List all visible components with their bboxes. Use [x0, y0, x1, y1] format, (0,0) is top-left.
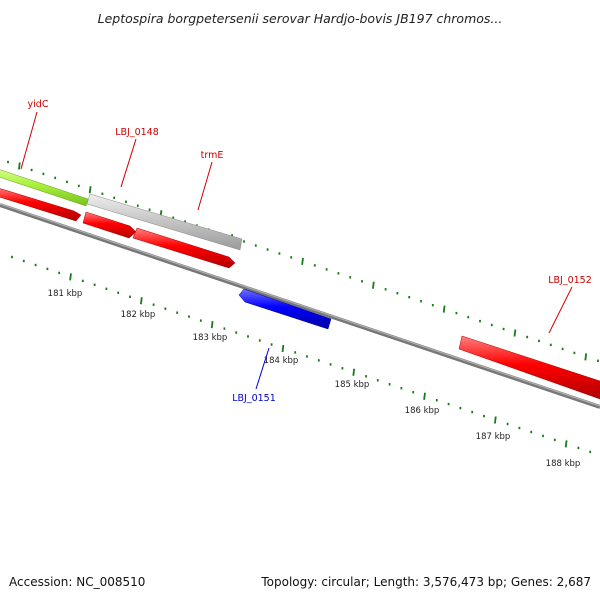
tick-label: 188 kbp [546, 459, 581, 469]
gene-trmE[interactable] [132, 227, 236, 269]
major-tick [210, 320, 214, 329]
outer-tick-ring [7, 160, 599, 362]
tick-label: 182 kbp [121, 310, 156, 320]
gene-labels: yidC LBJ_0148 trmE LBJ_0152 LBJ_0151 [28, 99, 592, 404]
inner-tick-ring [11, 255, 592, 454]
gene-label-LBJ_0148[interactable]: LBJ_0148 [115, 127, 159, 138]
tick-label: 183 kbp [193, 333, 228, 343]
major-tick [88, 186, 92, 194]
gene-label-LBJ_0152[interactable]: LBJ_0152 [548, 275, 592, 286]
tick-labels: 181 kbp 182 kbp 183 kbp 184 kbp 185 kbp … [48, 289, 581, 469]
gene-yidC[interactable] [0, 168, 89, 207]
major-tick [564, 440, 568, 448]
gene-forward-1[interactable] [0, 187, 82, 222]
gene-label-LBJ_0151[interactable]: LBJ_0151 [232, 393, 276, 404]
tick-label: 185 kbp [335, 380, 370, 390]
genome-summary-text: Topology: circular; Length: 3,576,473 bp… [260, 575, 591, 589]
major-tick [372, 281, 375, 289]
major-tick [513, 329, 517, 337]
major-tick [69, 273, 72, 281]
map-title: Leptospira borgpetersenii serovar Hardjo… [98, 11, 503, 26]
tick-label: 186 kbp [405, 406, 440, 416]
major-tick [140, 297, 143, 305]
major-tick [18, 162, 21, 170]
gene-LBJ_0148-forward[interactable] [82, 211, 137, 239]
gene-label-trmE[interactable]: trmE [201, 150, 224, 161]
accession-text: Accession: NC_008510 [9, 575, 145, 589]
label-leaders [20, 111, 573, 390]
tick-label: 181 kbp [48, 289, 83, 299]
gene-LBJ_0148[interactable] [86, 193, 243, 251]
gene-LBJ_0151[interactable] [238, 288, 332, 330]
gene-label-yidC[interactable]: yidC [28, 99, 49, 110]
major-tick [281, 344, 285, 353]
major-tick [494, 416, 497, 424]
major-tick [301, 257, 304, 266]
major-tick [423, 392, 426, 400]
gene-LBJ_0152[interactable] [458, 335, 600, 400]
tick-label: 187 kbp [476, 432, 511, 442]
major-tick [584, 353, 588, 361]
backbone [0, 203, 600, 409]
tick-label: 184 kbp [264, 356, 299, 366]
feature-track [0, 168, 600, 400]
major-tick [352, 368, 356, 376]
major-tick [442, 305, 446, 313]
